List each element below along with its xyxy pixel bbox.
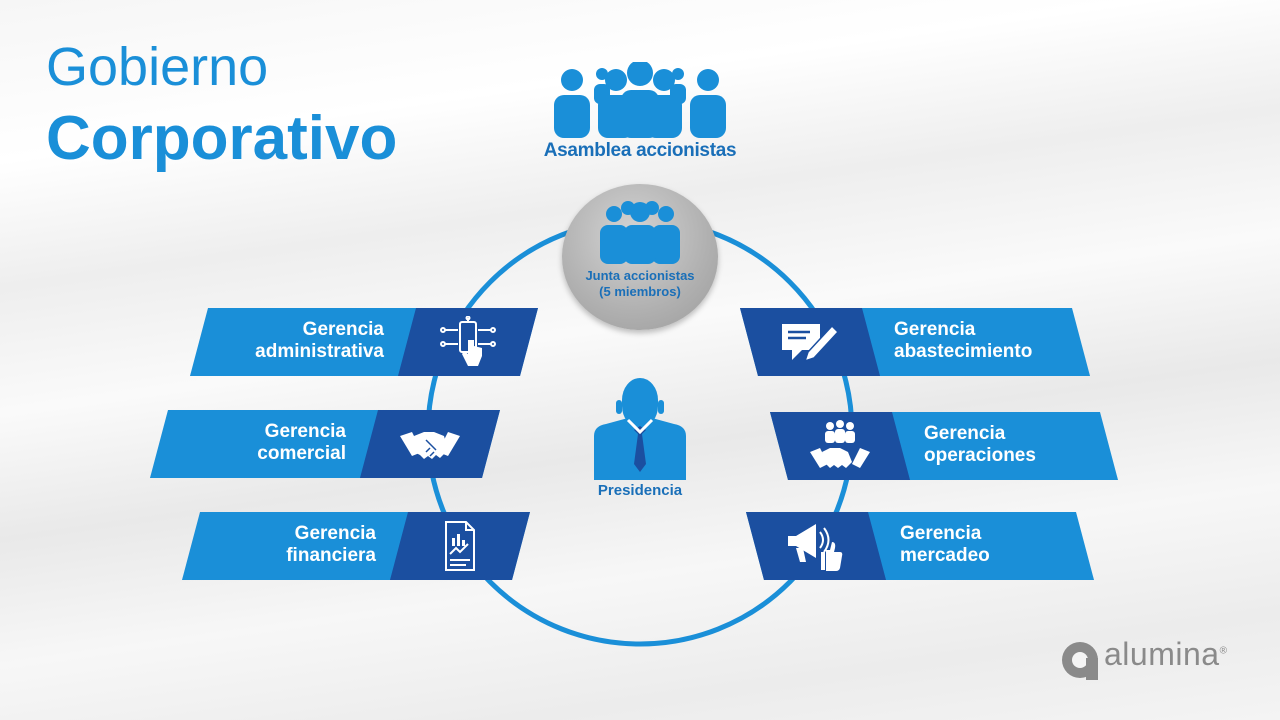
people-group-icon — [554, 62, 726, 138]
banner-line2: comercial — [257, 442, 346, 464]
title-line1: Gobierno — [46, 37, 269, 97]
registered-mark: ® — [1219, 645, 1228, 657]
banner-line2: operaciones — [924, 444, 1036, 466]
junta-label: Junta accionistas (5 miembros) — [562, 268, 718, 301]
brand-name: alumina® — [1104, 636, 1227, 673]
banner-line1: Gerencia — [294, 523, 376, 544]
banner-gerencia-mercadeo: Gerencia mercadeo — [746, 512, 1094, 580]
brand-text: alumina — [1104, 636, 1220, 672]
banner-gerencia-abastecimiento: Gerencia abastecimiento — [740, 308, 1090, 376]
junta-line2: (5 miembros) — [599, 284, 681, 300]
presidencia-label: Presidencia — [597, 482, 683, 499]
businessman-icon — [594, 378, 686, 480]
banner-line2: mercadeo — [900, 544, 990, 566]
asamblea-label: Asamblea accionistas — [543, 140, 737, 161]
document-pen-icon — [780, 316, 840, 368]
handshake-icon — [400, 418, 460, 470]
people-group-icon — [600, 201, 680, 264]
banner-gerencia-financiera: Gerencia financiera — [182, 512, 530, 580]
banner-line1: Gerencia — [924, 423, 1006, 444]
banner-line2: abastecimiento — [894, 340, 1033, 362]
team-handshake-icon — [810, 420, 870, 472]
banner-line2: financiera — [286, 544, 376, 566]
banner-line1: Gerencia — [900, 523, 982, 544]
banner-line1: Gerencia — [302, 319, 384, 340]
banner-line2: administrativa — [255, 340, 384, 362]
financial-report-icon — [430, 520, 490, 572]
megaphone-like-icon — [786, 520, 846, 572]
smartphone-touch-icon — [438, 316, 498, 368]
banner-gerencia-comercial: Gerencia comercial — [150, 410, 500, 478]
banner-gerencia-administrativa: Gerencia administrativa — [190, 308, 538, 376]
junta-line1: Junta accionistas — [585, 268, 695, 283]
banner-line1: Gerencia — [894, 319, 976, 340]
banner-line1: Gerencia — [264, 421, 346, 442]
alumina-logo-icon — [1062, 642, 1098, 680]
banner-gerencia-operaciones: Gerencia operaciones — [770, 412, 1118, 480]
title-line2: Corporativo — [46, 104, 398, 173]
